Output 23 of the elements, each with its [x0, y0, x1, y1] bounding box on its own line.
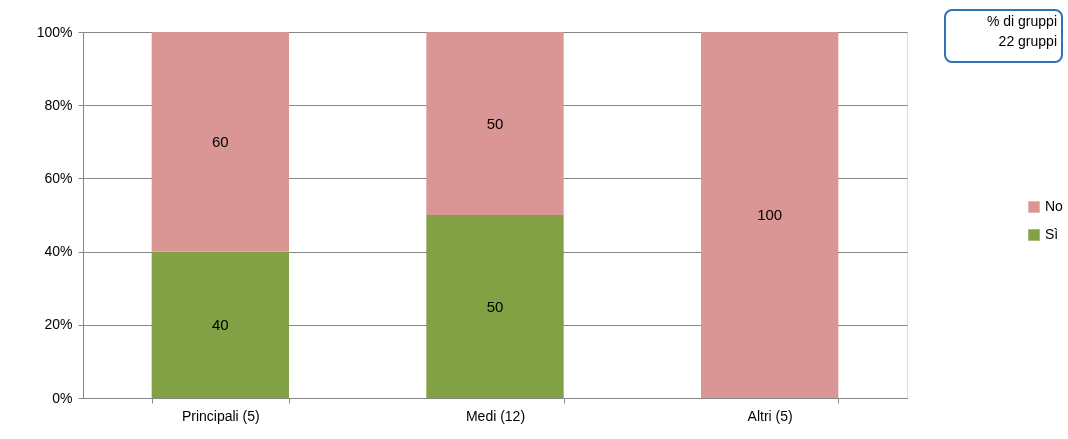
x-tick-label: Principali (5) [181, 407, 260, 424]
bar [426, 32, 564, 215]
data-label: 50 [486, 297, 504, 315]
x-tick-label: Medi (12) [465, 407, 526, 424]
x-tick-label: Altri (5) [747, 407, 793, 424]
y-tick-label: 60% [44, 169, 73, 186]
data-label: 40 [211, 315, 229, 333]
data-label: 50 [486, 114, 504, 132]
y-tick-label: 100% [36, 23, 73, 40]
legend-label: Sì [1045, 226, 1059, 242]
y-tick-label: 0% [52, 389, 73, 406]
data-label: 100 [757, 206, 783, 223]
y-tick-label: 80% [44, 96, 73, 113]
y-tick-label: 20% [44, 316, 73, 333]
bar [426, 215, 564, 398]
legend-label: No [1045, 198, 1064, 214]
bar [151, 32, 289, 252]
data-label: 60 [211, 132, 229, 150]
y-tick-label: 40% [44, 243, 73, 260]
text: 22 gruppi [998, 33, 1057, 49]
text: % di gruppi [986, 13, 1057, 29]
bar [701, 32, 839, 398]
bar [151, 251, 289, 398]
